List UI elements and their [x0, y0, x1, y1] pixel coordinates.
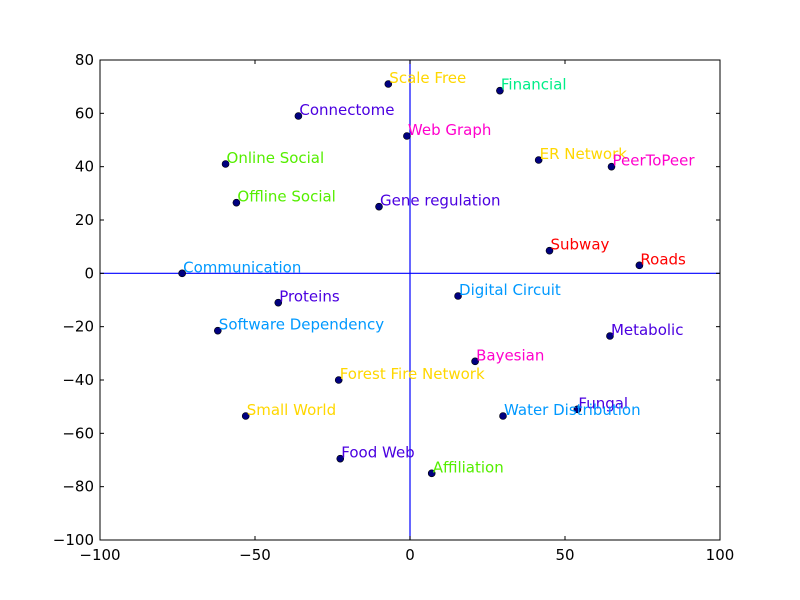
point-label: Gene regulation — [380, 192, 501, 210]
y-tick-label: 80 — [75, 51, 94, 69]
data-point — [454, 292, 462, 300]
point-label: Roads — [640, 250, 686, 268]
data-point — [336, 454, 345, 463]
data-point — [427, 469, 436, 478]
data-points — [178, 80, 644, 478]
point-label: Financial — [501, 76, 567, 94]
data-point — [178, 269, 186, 278]
x-tick-label: 0 — [405, 546, 415, 564]
reference-lines — [100, 60, 720, 540]
point-label: Affiliation — [433, 458, 504, 476]
data-point — [606, 332, 614, 340]
point-label: Food Web — [341, 444, 414, 462]
y-tick-label: −80 — [62, 478, 94, 496]
point-label: Connectome — [299, 101, 394, 119]
data-point — [334, 376, 343, 384]
plot-frame — [99, 59, 721, 541]
data-point — [221, 160, 230, 168]
point-label: Water Distribution — [504, 401, 641, 419]
data-point — [607, 162, 616, 171]
data-point — [573, 405, 582, 414]
point-label: Scale Free — [389, 69, 466, 87]
point-label: Fungal — [578, 394, 628, 412]
data-point — [534, 156, 543, 164]
point-label: Online Social — [227, 149, 325, 167]
data-point — [384, 80, 393, 88]
data-point — [471, 357, 479, 366]
y-tick-label: 60 — [75, 104, 94, 122]
point-label: Subway — [551, 236, 610, 254]
point-label: Proteins — [279, 288, 340, 306]
point-label: Web Graph — [408, 121, 491, 139]
data-point — [403, 132, 411, 140]
y-tick-label: 40 — [75, 158, 94, 176]
point-label: Software Dependency — [219, 316, 384, 334]
point-label: Communication — [183, 258, 301, 276]
data-point — [545, 246, 554, 255]
point-labels: Scale Free Financial Connectome Web Graph ER… — [183, 69, 695, 476]
x-tick-label: −100 — [79, 546, 120, 564]
data-point — [375, 202, 383, 211]
point-label: PeerToPeer — [613, 152, 696, 170]
point-label: Metabolic — [611, 321, 684, 339]
x-tick-label: 100 — [706, 546, 735, 564]
point-label: Forest Fire Network — [340, 365, 485, 383]
y-tick-label: 0 — [84, 264, 94, 282]
data-point — [214, 326, 222, 335]
axis-tick-labels: −100 −50 0 50 100 −100 −80 −60 −40 −20 0 20 40 60 80 — [53, 51, 735, 564]
point-label: Offline Social — [237, 188, 335, 206]
x-tick-label: 50 — [555, 546, 574, 564]
data-point — [499, 412, 507, 420]
x-tick-label: −50 — [239, 546, 271, 564]
point-label: Bayesian — [476, 346, 544, 364]
point-label: Small World — [247, 401, 336, 419]
y-tick-label: −60 — [62, 424, 94, 442]
y-tick-label: −40 — [62, 371, 94, 389]
data-point — [294, 112, 303, 120]
point-label: Digital Circuit — [459, 281, 561, 299]
y-tick-label: 20 — [75, 211, 94, 229]
data-point — [241, 412, 250, 420]
y-tick-label: −20 — [62, 318, 94, 336]
data-point — [232, 198, 241, 207]
y-tick-label: −100 — [53, 531, 94, 549]
data-point — [635, 261, 644, 270]
data-point — [496, 86, 504, 95]
point-label: ER Network — [540, 145, 628, 163]
data-point — [274, 298, 283, 307]
